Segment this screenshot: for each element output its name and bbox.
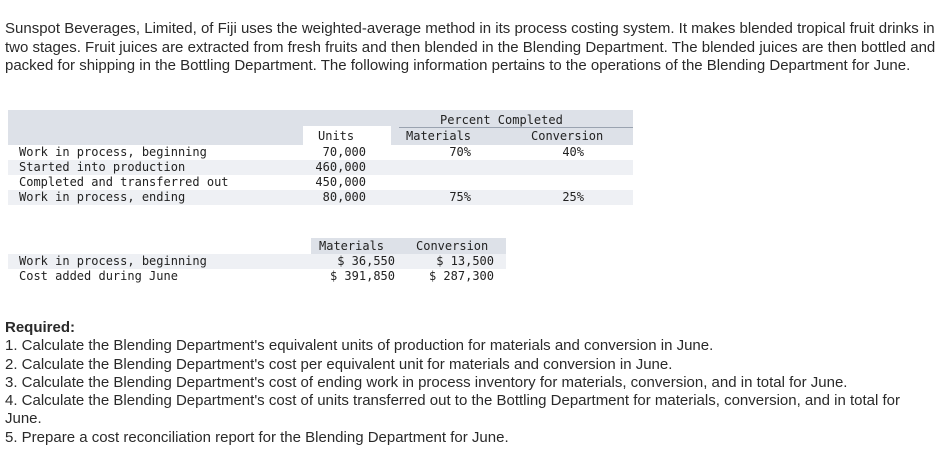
required-item-2: 2. Calculate the Blending Department's c…: [5, 355, 673, 373]
problem-intro: Sunspot Beverages, Limited, of Fiji uses…: [5, 20, 936, 74]
table-row: Cost added during June $ 391,850 $ 287,3…: [19, 269, 494, 283]
cost-table-header-band: [311, 238, 506, 254]
table-row: Work in process, ending 80,000 75% 25%: [8, 190, 633, 205]
units-header: Units: [318, 129, 355, 143]
required-item-3: 3. Calculate the Blending Department's c…: [5, 373, 848, 391]
cost-conversion-header: Conversion: [416, 239, 489, 253]
required-item-4: 4. Calculate the Blending Department's c…: [5, 392, 900, 428]
required-item-1: 1. Calculate the Blending Department's e…: [5, 337, 714, 355]
percent-completed-header: Percent Completed: [440, 113, 563, 127]
table-row: Work in process, beginning 70,000 70% 40…: [19, 145, 584, 159]
table-row: Completed and transferred out 450,000: [19, 175, 366, 189]
required-item-5: 5. Prepare a cost reconciliation report …: [5, 428, 509, 446]
conversion-header: Conversion: [531, 129, 604, 143]
table-row: Started into production 460,000: [8, 160, 633, 175]
table-row: Work in process, beginning $ 36,550 $ 13…: [8, 254, 506, 269]
materials-header: Materials: [406, 129, 472, 143]
required-title: Required:: [5, 319, 76, 336]
cost-materials-header: Materials: [319, 239, 385, 253]
required-section: Required: 1. Calculate the Blending Depa…: [5, 319, 937, 447]
